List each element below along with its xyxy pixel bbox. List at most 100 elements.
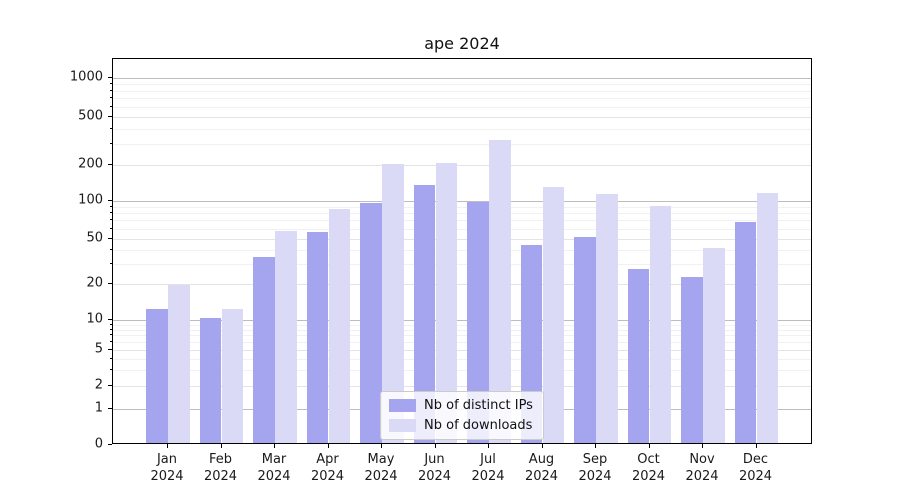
gridline-800 [113,90,811,92]
x-tick-label-sep: Sep 2024 [553,451,637,485]
plot-area: Nb of distinct IPs Nb of downloads [112,58,812,444]
y-tick-label-5: 5 [94,341,103,357]
month-label: Dec [742,452,769,467]
x-tick-mark-apr [327,444,329,448]
y-minor-tick-mark-3 [110,369,112,370]
legend-label-distinct-ips: Nb of distinct IPs [424,398,533,413]
x-tick-mark-may [381,444,382,448]
bar-nb-of-distinct-ips-jun [413,185,436,443]
bar-nb-of-downloads-feb [221,308,244,443]
x-tick-mark-nov [702,444,703,448]
chart-title: ape 2024 [424,34,500,53]
bar-nb-of-distinct-ips-may [360,202,382,443]
bar-nb-of-downloads-jun [435,163,458,443]
bar-nb-of-downloads-may [382,164,404,443]
gridline-80 [113,212,811,214]
y-tick-mark-500 [108,115,112,117]
y-tick-mark-1 [108,407,112,409]
y-minor-tick-mark-600 [110,105,112,107]
month-label: Jul [480,452,496,467]
y-tick-label-10: 10 [86,311,103,327]
gridline-4 [113,358,811,360]
y-tick-label-100: 100 [78,192,103,208]
bar-nb-of-distinct-ips-nov [681,277,703,443]
y-minor-tick-mark-30 [110,262,112,264]
gridline-60 [113,228,811,230]
x-tick-label-feb: Feb 2024 [179,451,263,485]
legend: Nb of distinct IPs Nb of downloads [380,391,544,440]
bar-nb-of-downloads-aug [542,187,565,443]
gridline-8 [113,329,811,331]
legend-swatch-downloads [389,419,416,432]
y-minor-tick-mark-300 [110,142,112,144]
month-label: May [367,452,395,467]
gridline-200 [113,165,811,166]
bar-nb-of-distinct-ips-dec [734,222,757,443]
gridline-50 [113,238,811,240]
legend-item-distinct-ips: Nb of distinct IPs [389,398,533,413]
y-minor-tick-mark-7 [110,334,112,336]
month-label: Aug [528,452,555,467]
x-tick-label-apr: Apr 2024 [286,451,370,485]
year-label: 2024 [685,469,719,484]
x-tick-label-jun: Jun 2024 [393,451,477,485]
gridline-600 [113,106,811,108]
x-tick-label-aug: Aug 2024 [500,451,584,485]
bar-nb-of-downloads-jul [489,139,511,443]
x-tick-mark-dec [755,444,757,448]
year-label: 2024 [524,469,559,484]
gridline-700 [113,98,811,99]
bar-nb-of-distinct-ips-feb [199,318,222,443]
bar-nb-of-distinct-ips-apr [306,232,329,443]
y-tick-mark-50 [108,237,112,239]
bar-nb-of-distinct-ips-jan [146,308,168,443]
legend-label-downloads: Nb of downloads [424,418,533,433]
gridline-400 [113,128,811,130]
month-label: Jan [156,452,178,467]
y-minor-tick-mark-40 [110,248,112,250]
legend-item-downloads: Nb of downloads [389,418,533,433]
year-label: 2024 [631,469,666,484]
x-tick-label-oct: Oct 2024 [607,451,691,485]
y-minor-tick-mark-6 [110,341,112,342]
gridline-500 [113,116,811,118]
year-label: 2024 [471,469,505,484]
x-tick-mark-aug [541,444,543,448]
gridline-100 [113,200,811,202]
gridline-300 [113,143,811,145]
gridline-40 [113,249,811,251]
y-tick-label-50: 50 [86,230,103,245]
gridline-5 [113,349,811,351]
y-minor-tick-mark-700 [110,97,112,98]
month-label: Sep [582,452,608,467]
y-tick-mark-200 [108,164,112,165]
y-minor-tick-mark-90 [110,205,112,207]
y-minor-tick-mark-900 [110,82,112,84]
y-tick-mark-5 [108,348,112,350]
gridline-2 [113,386,811,387]
year-label: 2024 [257,469,291,484]
year-label: 2024 [578,469,612,484]
bar-nb-of-distinct-ips-sep [574,236,596,443]
y-tick-label-500: 500 [78,108,103,124]
y-tick-label-1: 1 [94,400,103,416]
year-label: 2024 [364,469,398,484]
y-minor-tick-mark-400 [110,127,112,129]
year-label: 2024 [738,469,773,484]
month-label: Feb [208,452,233,467]
gridline-90 [113,206,811,208]
bar-nb-of-distinct-ips-oct [627,269,650,443]
y-tick-label-2: 2 [94,377,103,393]
y-tick-label-20: 20 [86,275,103,291]
y-tick-mark-20 [108,283,112,284]
x-tick-label-may: May 2024 [339,451,423,485]
year-label: 2024 [417,469,452,484]
x-tick-mark-oct [648,444,650,448]
x-tick-label-dec: Dec 2024 [714,451,798,485]
year-label: 2024 [203,469,238,484]
gridline-7 [113,335,811,337]
month-label: Nov [689,452,715,467]
y-tick-label-200: 200 [78,156,103,172]
bar-nb-of-downloads-sep [596,193,618,443]
